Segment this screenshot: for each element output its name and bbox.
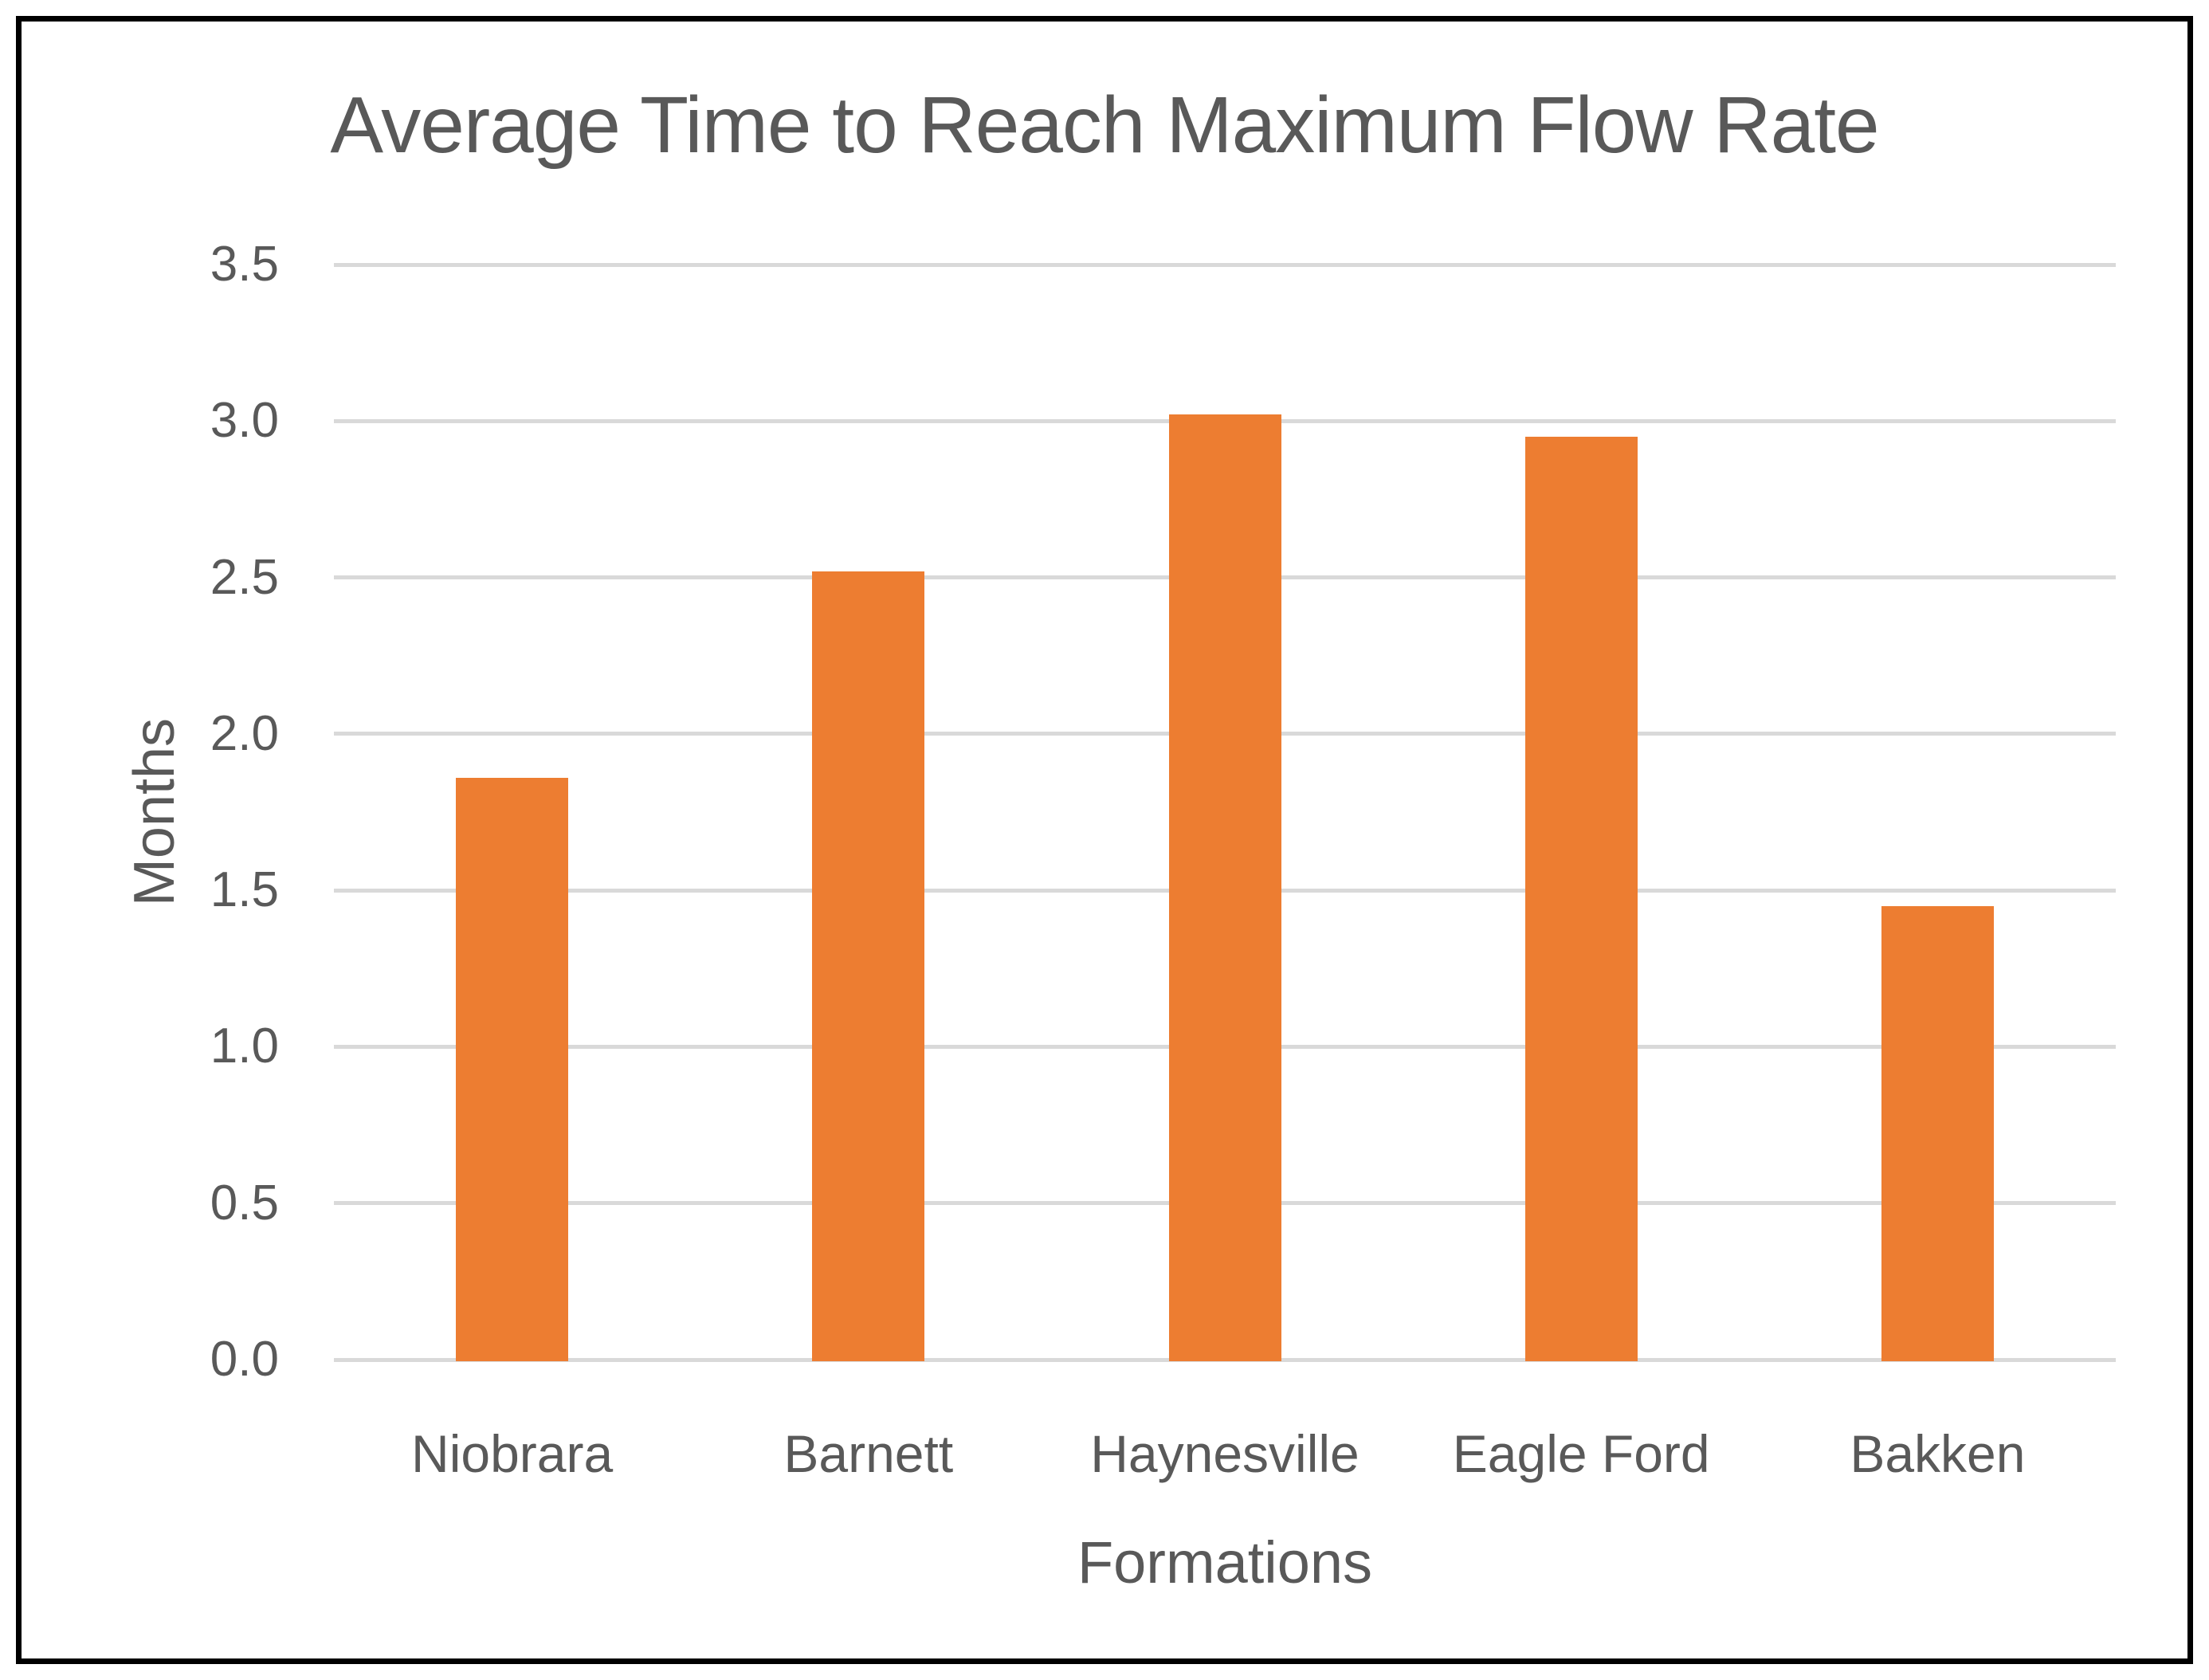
chart-title: Average Time to Reach Maximum Flow Rate (330, 80, 1879, 170)
y-tick-label-1.5: 1.5 (210, 862, 279, 918)
y-tick-label-3.5: 3.5 (210, 237, 279, 292)
bar-niobrara (456, 777, 569, 1361)
y-tick-label-1.0: 1.0 (210, 1019, 279, 1074)
plot-area (334, 262, 2116, 1362)
chart-frame-border (16, 16, 2193, 1664)
bar-eagle-ford (1524, 436, 1638, 1361)
category-label-haynesville: Haynesville (1090, 1424, 1360, 1483)
y-tick-label-2.5: 2.5 (210, 549, 279, 605)
bar-bakken (1881, 905, 1994, 1361)
category-label-eagle-ford: Eagle Ford (1452, 1424, 1710, 1483)
category-label-niobrara: Niobrara (411, 1424, 614, 1483)
category-label-barnett: Barnett (783, 1424, 954, 1483)
y-tick-label-0.0: 0.0 (210, 1332, 279, 1387)
bar-barnett (812, 571, 925, 1361)
bar-haynesville (1168, 414, 1281, 1361)
x-axis-title: Formations (1077, 1529, 1373, 1596)
y-tick-label-2.0: 2.0 (210, 705, 279, 761)
category-label-bakken: Bakken (1850, 1424, 2026, 1483)
gridline-3.5 (334, 262, 2116, 267)
y-tick-label-3.0: 3.0 (210, 393, 279, 449)
y-tick-label-0.5: 0.5 (210, 1175, 279, 1231)
